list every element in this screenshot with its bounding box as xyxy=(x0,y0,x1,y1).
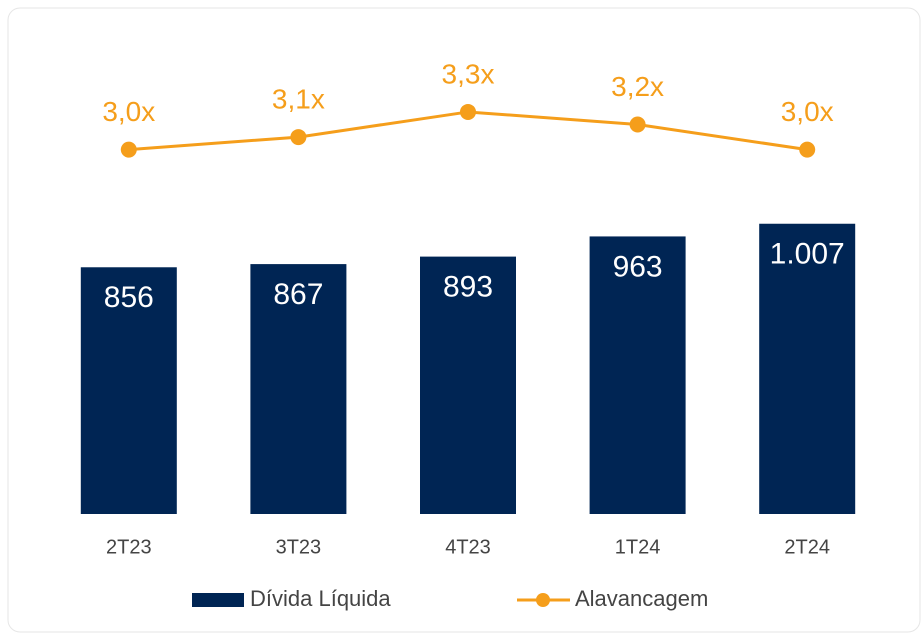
line-point xyxy=(120,141,137,158)
line-value-label: 3,1x xyxy=(272,83,325,114)
line-point xyxy=(799,141,816,158)
bar-value-label: 963 xyxy=(613,250,663,283)
bar-value-label: 893 xyxy=(443,271,493,304)
bar-value-label: 856 xyxy=(104,281,154,314)
line-point xyxy=(290,129,307,146)
line-value-label: 3,2x xyxy=(611,71,664,102)
bar xyxy=(589,236,686,514)
x-tick-label: 1T24 xyxy=(615,536,661,558)
bar-value-label: 867 xyxy=(273,278,323,311)
line-value-label: 3,3x xyxy=(442,58,495,89)
bar xyxy=(250,264,347,514)
line-value-label: 3,0x xyxy=(102,96,155,127)
bar xyxy=(420,256,516,514)
bar xyxy=(759,223,856,514)
legend-label: Dívida Líquida xyxy=(250,586,391,611)
line-point xyxy=(460,103,476,120)
bar-value-label: 1.007 xyxy=(770,238,845,271)
x-tick-label: 2T24 xyxy=(784,536,830,558)
line-value-label: 3,0x xyxy=(781,96,834,127)
bar xyxy=(80,267,177,514)
legend-swatch xyxy=(192,593,244,607)
legend-label: Alavancagem xyxy=(575,586,708,611)
line-point xyxy=(629,116,646,133)
x-tick-label: 3T23 xyxy=(276,536,322,558)
x-tick-label: 4T23 xyxy=(445,536,491,558)
x-tick-label: 2T23 xyxy=(106,536,152,558)
legend-swatch-dot xyxy=(536,593,550,607)
